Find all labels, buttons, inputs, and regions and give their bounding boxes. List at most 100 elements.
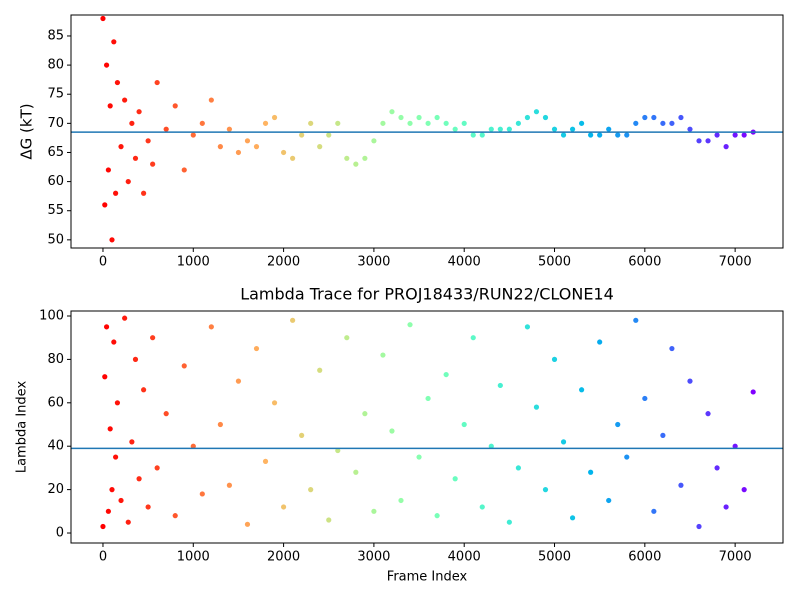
point bbox=[452, 126, 458, 132]
point bbox=[389, 109, 395, 115]
point bbox=[290, 155, 296, 161]
point bbox=[226, 126, 233, 132]
point bbox=[470, 335, 476, 341]
point bbox=[533, 109, 540, 115]
y-tick-label: 55 bbox=[47, 203, 64, 218]
x-axis-label: Frame Index bbox=[387, 570, 468, 585]
point bbox=[102, 374, 108, 380]
point bbox=[669, 345, 675, 352]
point bbox=[425, 120, 431, 126]
point bbox=[100, 15, 106, 22]
y-tick-label: 60 bbox=[47, 395, 64, 410]
point bbox=[326, 132, 332, 138]
point bbox=[371, 138, 377, 144]
point bbox=[353, 161, 359, 167]
point bbox=[687, 126, 693, 132]
point bbox=[129, 120, 135, 126]
point bbox=[190, 443, 196, 449]
point bbox=[199, 491, 205, 497]
y-tick-label: 40 bbox=[47, 439, 64, 454]
point bbox=[217, 144, 223, 150]
y-tick-label: 70 bbox=[47, 116, 64, 131]
point bbox=[678, 482, 684, 488]
point bbox=[235, 149, 242, 156]
point bbox=[380, 352, 386, 358]
point bbox=[125, 178, 131, 185]
y-tick-label: 65 bbox=[47, 145, 64, 160]
point bbox=[579, 120, 585, 126]
point bbox=[705, 411, 711, 417]
point bbox=[244, 138, 251, 144]
point bbox=[615, 421, 621, 428]
point bbox=[560, 132, 567, 138]
point bbox=[398, 497, 404, 504]
point bbox=[651, 508, 657, 514]
point bbox=[380, 120, 386, 126]
point bbox=[105, 508, 111, 514]
point bbox=[122, 315, 128, 321]
point bbox=[154, 465, 160, 471]
point bbox=[741, 487, 747, 493]
point bbox=[542, 114, 549, 121]
point bbox=[271, 114, 278, 121]
point bbox=[434, 513, 440, 519]
point bbox=[633, 120, 639, 126]
x-tick-label: 5000 bbox=[538, 255, 571, 270]
point bbox=[669, 120, 675, 126]
point bbox=[114, 79, 121, 86]
point bbox=[244, 521, 251, 527]
point bbox=[109, 487, 115, 493]
point bbox=[696, 138, 702, 144]
point bbox=[299, 432, 305, 438]
x-tick-label: 6000 bbox=[628, 550, 661, 565]
point bbox=[299, 132, 305, 138]
point bbox=[434, 114, 440, 121]
y-axis-label: ΔG (kT) bbox=[18, 103, 36, 159]
point bbox=[154, 79, 160, 86]
point bbox=[497, 382, 503, 389]
point bbox=[660, 120, 666, 126]
point bbox=[624, 454, 630, 460]
point bbox=[163, 126, 169, 132]
point bbox=[100, 523, 106, 530]
x-tick-label: 1000 bbox=[177, 550, 210, 565]
point bbox=[317, 367, 323, 373]
point bbox=[113, 454, 119, 460]
y-tick-label: 75 bbox=[47, 87, 64, 102]
point bbox=[497, 126, 503, 132]
point bbox=[353, 469, 359, 475]
point bbox=[515, 465, 521, 471]
point bbox=[443, 371, 449, 378]
point bbox=[524, 114, 531, 121]
point bbox=[107, 426, 113, 432]
y-tick-label: 0 bbox=[56, 526, 64, 541]
point bbox=[136, 476, 142, 482]
point bbox=[109, 237, 115, 243]
x-tick-label: 7000 bbox=[719, 550, 752, 565]
point bbox=[103, 62, 110, 68]
y-tick-label: 80 bbox=[47, 352, 64, 367]
x-tick-label: 3000 bbox=[357, 550, 390, 565]
point bbox=[515, 120, 521, 126]
point bbox=[551, 356, 558, 362]
axes-frame bbox=[70, 310, 784, 544]
chart-title: Lambda Trace for PROJ18433/RUN22/CLONE14 bbox=[240, 285, 614, 304]
point bbox=[141, 190, 147, 196]
point bbox=[113, 190, 119, 196]
x-tick-label: 1000 bbox=[177, 255, 210, 270]
y-axis-label: Lambda Index bbox=[15, 381, 30, 474]
point bbox=[416, 454, 422, 460]
point bbox=[262, 458, 269, 464]
point bbox=[199, 120, 205, 126]
point bbox=[129, 439, 135, 445]
point bbox=[488, 126, 494, 132]
point bbox=[606, 497, 612, 504]
point bbox=[163, 411, 169, 417]
point bbox=[461, 421, 467, 428]
point bbox=[425, 395, 431, 402]
point bbox=[624, 132, 630, 138]
point bbox=[111, 39, 117, 45]
point bbox=[569, 126, 576, 132]
point bbox=[102, 202, 108, 208]
point bbox=[398, 114, 404, 121]
